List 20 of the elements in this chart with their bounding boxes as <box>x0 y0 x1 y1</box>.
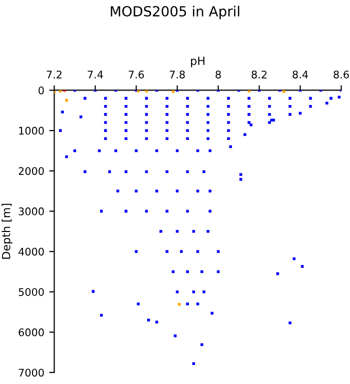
x-tick-label: 8.4 <box>292 70 308 78</box>
x-tick-label: 7.8 <box>170 70 185 78</box>
x-tick-label: 7.2 <box>46 70 62 78</box>
y-axis-title: Depth [m] <box>2 204 12 259</box>
x-tick-label: 7.4 <box>88 70 103 78</box>
y-tick-label: 0 <box>38 86 44 94</box>
chart-title: MODS2005 in April <box>110 6 240 20</box>
x-tick-label: 8.6 <box>334 70 349 78</box>
point <box>65 98 68 102</box>
x-tick-label: 8 <box>216 70 221 78</box>
y-tick-label: 6000 <box>18 328 44 336</box>
y-tick-label: 5000 <box>18 288 44 296</box>
y-tick-label: 4000 <box>18 248 44 256</box>
y-tick-label: 1000 <box>19 126 44 135</box>
x-tick-label: 7.6 <box>128 70 144 78</box>
y-tick-label: 7000 <box>18 368 44 377</box>
x-tick-label: 8.2 <box>252 70 266 78</box>
y-tick-label: 2000 <box>18 167 44 175</box>
y-tick-label: 3000 <box>18 207 44 216</box>
x-axis-title: pH <box>191 56 204 68</box>
